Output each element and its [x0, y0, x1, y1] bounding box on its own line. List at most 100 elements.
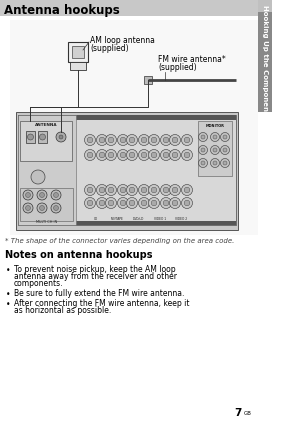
Circle shape: [127, 198, 137, 209]
Circle shape: [139, 150, 149, 161]
Circle shape: [160, 134, 172, 145]
Circle shape: [163, 187, 169, 193]
Circle shape: [223, 135, 227, 139]
Bar: [68, 42, 88, 62]
Circle shape: [151, 137, 157, 143]
Text: Be sure to fully extend the FM wire antenna.: Be sure to fully extend the FM wire ante…: [14, 289, 184, 298]
Circle shape: [141, 137, 147, 143]
Circle shape: [184, 187, 190, 193]
Circle shape: [23, 190, 33, 200]
Circle shape: [141, 200, 147, 206]
Circle shape: [169, 150, 181, 161]
Circle shape: [85, 198, 95, 209]
Circle shape: [201, 161, 205, 165]
Circle shape: [37, 190, 47, 200]
Text: MD/TAPE: MD/TAPE: [111, 217, 123, 221]
Bar: [18, 115, 76, 225]
Bar: [198, 121, 232, 176]
Circle shape: [99, 152, 105, 158]
Circle shape: [160, 184, 172, 196]
Circle shape: [97, 134, 107, 145]
Text: components.: components.: [14, 279, 64, 288]
Circle shape: [201, 135, 205, 139]
Circle shape: [99, 137, 105, 143]
Text: 7: 7: [235, 408, 242, 418]
Circle shape: [40, 206, 44, 210]
Circle shape: [223, 148, 227, 152]
Circle shape: [85, 134, 95, 145]
Text: * The shape of the connector varies depending on the area code.: * The shape of the connector varies depe…: [5, 238, 234, 244]
Circle shape: [213, 135, 217, 139]
Circle shape: [201, 148, 205, 152]
Circle shape: [26, 193, 31, 198]
Circle shape: [129, 187, 135, 193]
Circle shape: [51, 190, 61, 200]
Circle shape: [223, 161, 227, 165]
Circle shape: [148, 134, 160, 145]
Bar: [18, 221, 236, 225]
Circle shape: [97, 184, 107, 196]
Circle shape: [169, 134, 181, 145]
Circle shape: [108, 187, 114, 193]
Text: (supplied): (supplied): [90, 44, 129, 53]
Circle shape: [127, 184, 137, 196]
Circle shape: [23, 203, 33, 213]
Circle shape: [160, 198, 172, 209]
Circle shape: [120, 200, 126, 206]
Circle shape: [118, 198, 128, 209]
Text: •: •: [6, 290, 10, 299]
Circle shape: [59, 135, 63, 139]
Circle shape: [31, 170, 45, 184]
Circle shape: [151, 152, 157, 158]
Bar: [38, 131, 47, 143]
Circle shape: [56, 132, 66, 142]
Circle shape: [120, 187, 126, 193]
Text: VIDEO 2: VIDEO 2: [175, 217, 187, 221]
Circle shape: [220, 133, 230, 142]
Text: Hooking Up the Components: Hooking Up the Components: [262, 5, 268, 119]
Circle shape: [172, 187, 178, 193]
Circle shape: [97, 198, 107, 209]
Text: After connecting the FM wire antenna, keep it: After connecting the FM wire antenna, ke…: [14, 299, 190, 308]
Circle shape: [120, 137, 126, 143]
Circle shape: [184, 137, 190, 143]
Bar: [20, 188, 73, 221]
Circle shape: [220, 159, 230, 167]
Text: FM wire antenna*: FM wire antenna*: [158, 55, 226, 64]
Circle shape: [118, 184, 128, 196]
Bar: [70, 62, 86, 70]
Circle shape: [151, 187, 157, 193]
Text: MONITOR: MONITOR: [206, 124, 224, 128]
Bar: [26, 131, 35, 143]
Text: DVD/LD: DVD/LD: [132, 217, 144, 221]
Circle shape: [199, 159, 208, 167]
Text: •: •: [6, 266, 10, 275]
Circle shape: [127, 150, 137, 161]
Circle shape: [99, 200, 105, 206]
Circle shape: [129, 152, 135, 158]
Circle shape: [118, 150, 128, 161]
Circle shape: [141, 152, 147, 158]
Text: (supplied): (supplied): [158, 63, 196, 72]
Circle shape: [139, 198, 149, 209]
Bar: [18, 115, 236, 225]
Circle shape: [37, 203, 47, 213]
Text: To prevent noise pickup, keep the AM loop: To prevent noise pickup, keep the AM loo…: [14, 265, 175, 274]
Circle shape: [211, 133, 220, 142]
Circle shape: [213, 161, 217, 165]
Circle shape: [163, 137, 169, 143]
Circle shape: [148, 150, 160, 161]
Bar: [20, 121, 72, 161]
Circle shape: [169, 198, 181, 209]
Circle shape: [182, 150, 193, 161]
Circle shape: [211, 159, 220, 167]
Circle shape: [85, 184, 95, 196]
Circle shape: [106, 184, 116, 196]
Circle shape: [40, 193, 44, 198]
Circle shape: [106, 150, 116, 161]
Circle shape: [199, 145, 208, 155]
Circle shape: [220, 145, 230, 155]
Text: MULTI CH IN: MULTI CH IN: [36, 220, 58, 224]
Circle shape: [106, 134, 116, 145]
Circle shape: [213, 148, 217, 152]
